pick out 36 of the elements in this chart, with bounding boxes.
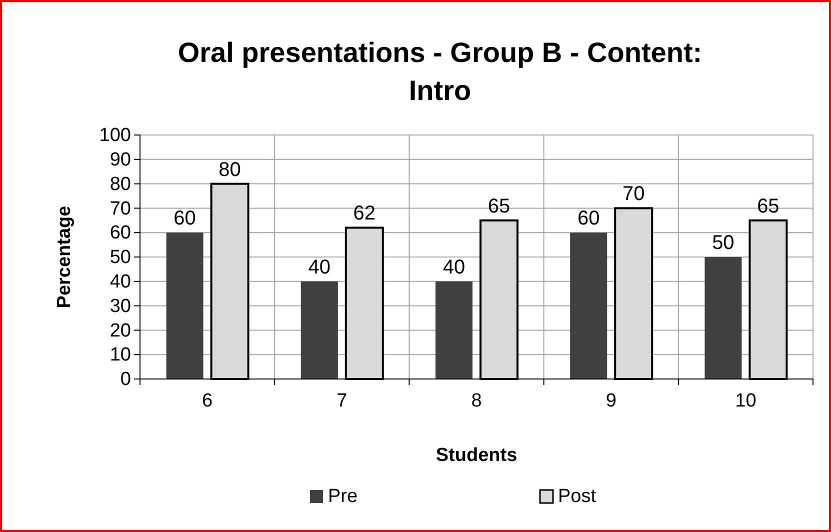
x-tick-label: 10 [735,390,756,412]
bar [300,281,338,379]
y-tick-label: 100 [99,125,131,146]
data-label: 80 [218,158,241,181]
y-tick-label: 70 [110,198,131,220]
data-label: 40 [308,256,331,278]
y-tick-label: 20 [110,320,131,342]
data-label: 70 [622,183,645,206]
y-tick-label: 0 [120,369,131,390]
y-tick-label: 90 [110,149,131,170]
y-tick-label: 40 [110,271,131,292]
bar [704,257,742,379]
y-tick-label: 60 [110,222,131,244]
legend-label: Post [558,486,597,507]
data-label: 65 [757,195,780,218]
data-label: 60 [577,208,600,230]
data-label: 50 [712,232,734,254]
bar [166,232,204,379]
chart-title: Oral presentations - Group B - Content: Intro [178,37,702,106]
data-label: 60 [174,208,196,230]
data-label: 62 [353,202,376,225]
y-tick-label: 10 [110,344,131,366]
data-label: 40 [442,256,466,278]
data-label: 65 [488,195,510,218]
x-tick-label: 9 [606,390,616,412]
x-tick-label: 6 [202,390,213,412]
x-tick-label: 7 [336,390,348,412]
y-tick-label: 50 [110,247,131,268]
bar [570,232,608,379]
bar [436,281,472,379]
x-tick-label: 8 [471,390,482,412]
legend-label: Pre [328,486,358,507]
y-tick-label: 80 [110,174,131,195]
x-axis-title: Students [436,445,518,466]
y-axis-title: Percentage [54,206,75,308]
y-tick-label: 30 [110,296,131,317]
